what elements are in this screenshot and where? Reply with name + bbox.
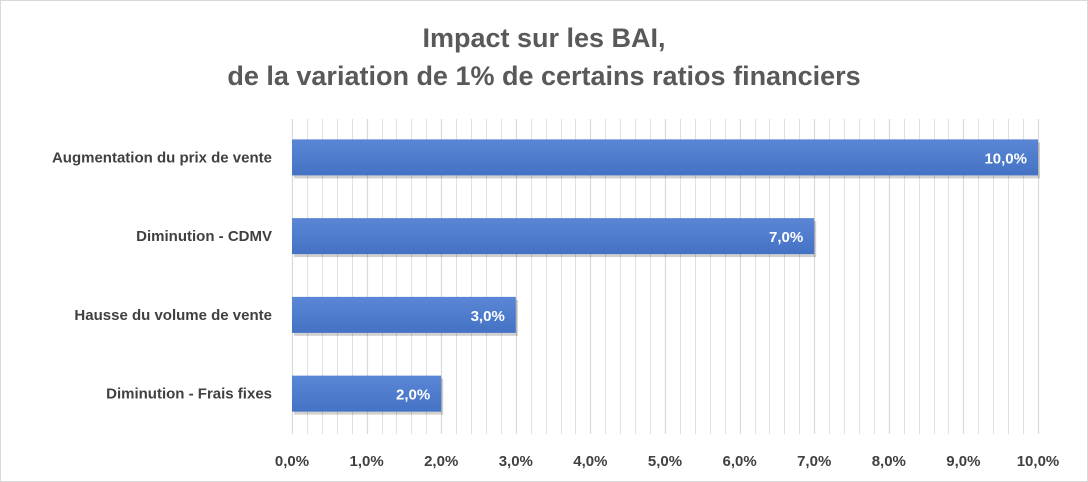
bar bbox=[292, 139, 1038, 176]
bar bbox=[292, 218, 815, 255]
x-tick-label: 1,0% bbox=[349, 453, 383, 470]
category-label: Augmentation du prix de vente bbox=[52, 149, 272, 166]
x-tick-label: 3,0% bbox=[499, 453, 533, 470]
x-tick-label: 8,0% bbox=[872, 453, 906, 470]
chart-title-line-2: de la variation de 1% de certains ratios… bbox=[227, 61, 861, 91]
bar-value-label: 3,0% bbox=[471, 308, 505, 325]
chart-title: Impact sur les BAI, de la variation de 1… bbox=[1, 19, 1087, 95]
x-tick-label: 4,0% bbox=[573, 453, 607, 470]
x-tick-label: 10,0% bbox=[1017, 453, 1060, 470]
x-tick-label: 7,0% bbox=[797, 453, 831, 470]
category-label: Diminution - Frais fixes bbox=[106, 386, 272, 403]
category-label: Diminution - CDMV bbox=[136, 228, 272, 245]
bar-value-label: 2,0% bbox=[396, 387, 430, 404]
bar-value-label: 7,0% bbox=[769, 229, 803, 246]
x-tick-label: 0,0% bbox=[275, 453, 309, 470]
bar bbox=[292, 296, 516, 333]
chart-title-line-1: Impact sur les BAI, bbox=[422, 23, 666, 53]
x-tick-label: 5,0% bbox=[648, 453, 682, 470]
bar bbox=[292, 375, 442, 412]
x-tick-label: 6,0% bbox=[722, 453, 756, 470]
category-label: Hausse du volume de vente bbox=[74, 307, 272, 324]
x-tick-label: 2,0% bbox=[424, 453, 458, 470]
bar-value-label: 10,0% bbox=[984, 150, 1027, 167]
x-tick-label: 9,0% bbox=[946, 453, 980, 470]
